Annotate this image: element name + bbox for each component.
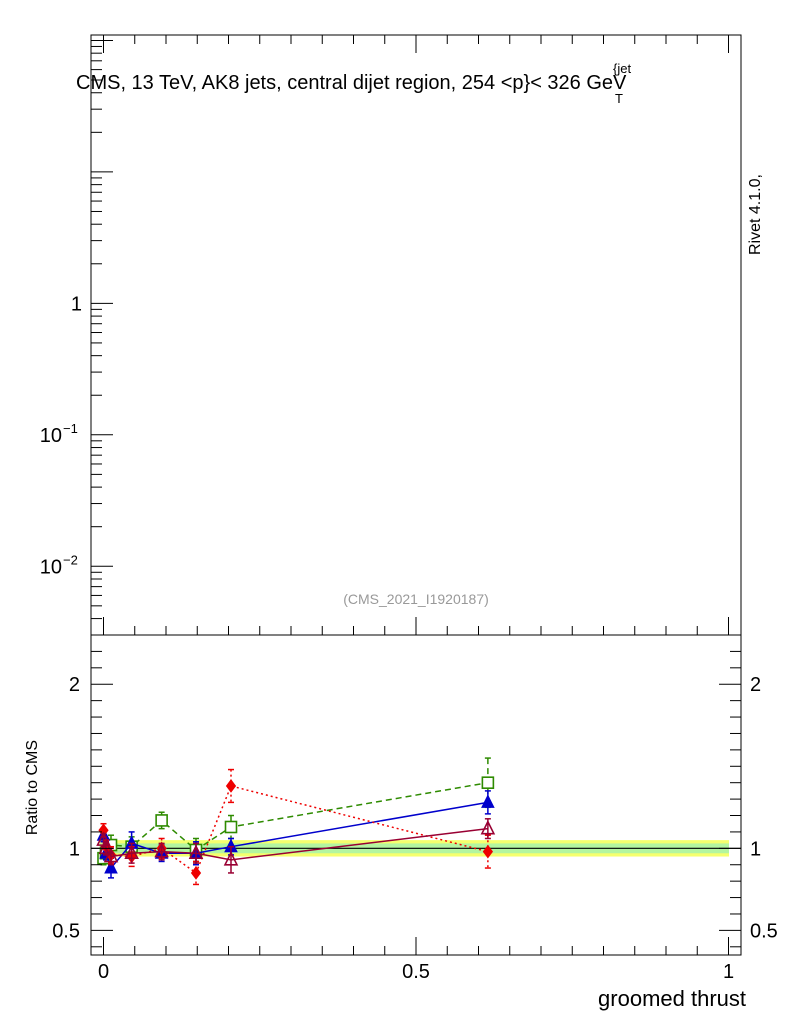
data-point [103, 847, 119, 863]
ratio-y-tick-label-right: 2 [750, 674, 761, 696]
upper-panel-ticks: 110−110−2 [40, 39, 113, 636]
upper-y-tick-exponent: −2 [63, 552, 78, 567]
x-tick-label: 0.5 [402, 961, 430, 983]
title-superscript: {jet [613, 61, 631, 76]
upper-y-tick-label: 10 [40, 425, 62, 447]
ratio-y-tick-label-right: 1 [750, 838, 761, 860]
title-p: p [512, 72, 523, 94]
x-axis-ticks: 0 0.5 1 [98, 35, 734, 983]
ratio-y-tick-label: 0.5 [52, 920, 80, 942]
title-suffix: }< 326 GeV [524, 72, 628, 94]
data-point [225, 779, 237, 793]
data-point [190, 866, 202, 880]
data-point [98, 839, 114, 855]
data-point [223, 851, 239, 866]
ratio-y-tick-label: 1 [69, 838, 80, 860]
data-point [481, 776, 495, 789]
x-tick-label: 0 [98, 961, 109, 983]
upper-y-tick-label: 1 [71, 293, 82, 315]
data-point [482, 844, 493, 859]
data-point [155, 814, 168, 827]
data-point [224, 820, 238, 834]
upper-y-tick-exponent: −1 [63, 421, 78, 436]
data-point [481, 794, 495, 808]
x-tick-label: 1 [723, 961, 734, 983]
rivet-version-label: Rivet 4.1.0, [747, 174, 764, 255]
series-line [102, 827, 488, 861]
data-point [104, 859, 118, 874]
title-prefix: CMS, 13 TeV, AK8 jets, central dijet reg… [76, 72, 512, 94]
upper-panel-frame [90, 34, 742, 636]
ratio-y-axis-label: Ratio to CMS [24, 740, 41, 835]
x-axis-label: groomed thrust [598, 986, 746, 1011]
data-point [188, 844, 204, 860]
chart-title: CMS, 13 TeV, AK8 jets, central dijet reg… [76, 72, 627, 94]
title-subscript: T [615, 91, 623, 106]
series-layer [96, 757, 496, 886]
ratio-y-tick-label: 2 [69, 674, 80, 696]
ratio-y-tick-label-right: 0.5 [750, 920, 778, 942]
ratio-panel-ticks: 2 2 1 1 0.5 0.5 [52, 650, 778, 948]
data-point [480, 819, 496, 835]
analysis-label: (CMS_2021_I1920187) [343, 591, 489, 607]
series-darkred-open-triangle [96, 818, 496, 874]
upper-y-tick-label: 10 [40, 556, 62, 578]
data-point [154, 842, 169, 858]
series-red-filled-diamond [98, 768, 493, 886]
data-point [124, 844, 139, 860]
